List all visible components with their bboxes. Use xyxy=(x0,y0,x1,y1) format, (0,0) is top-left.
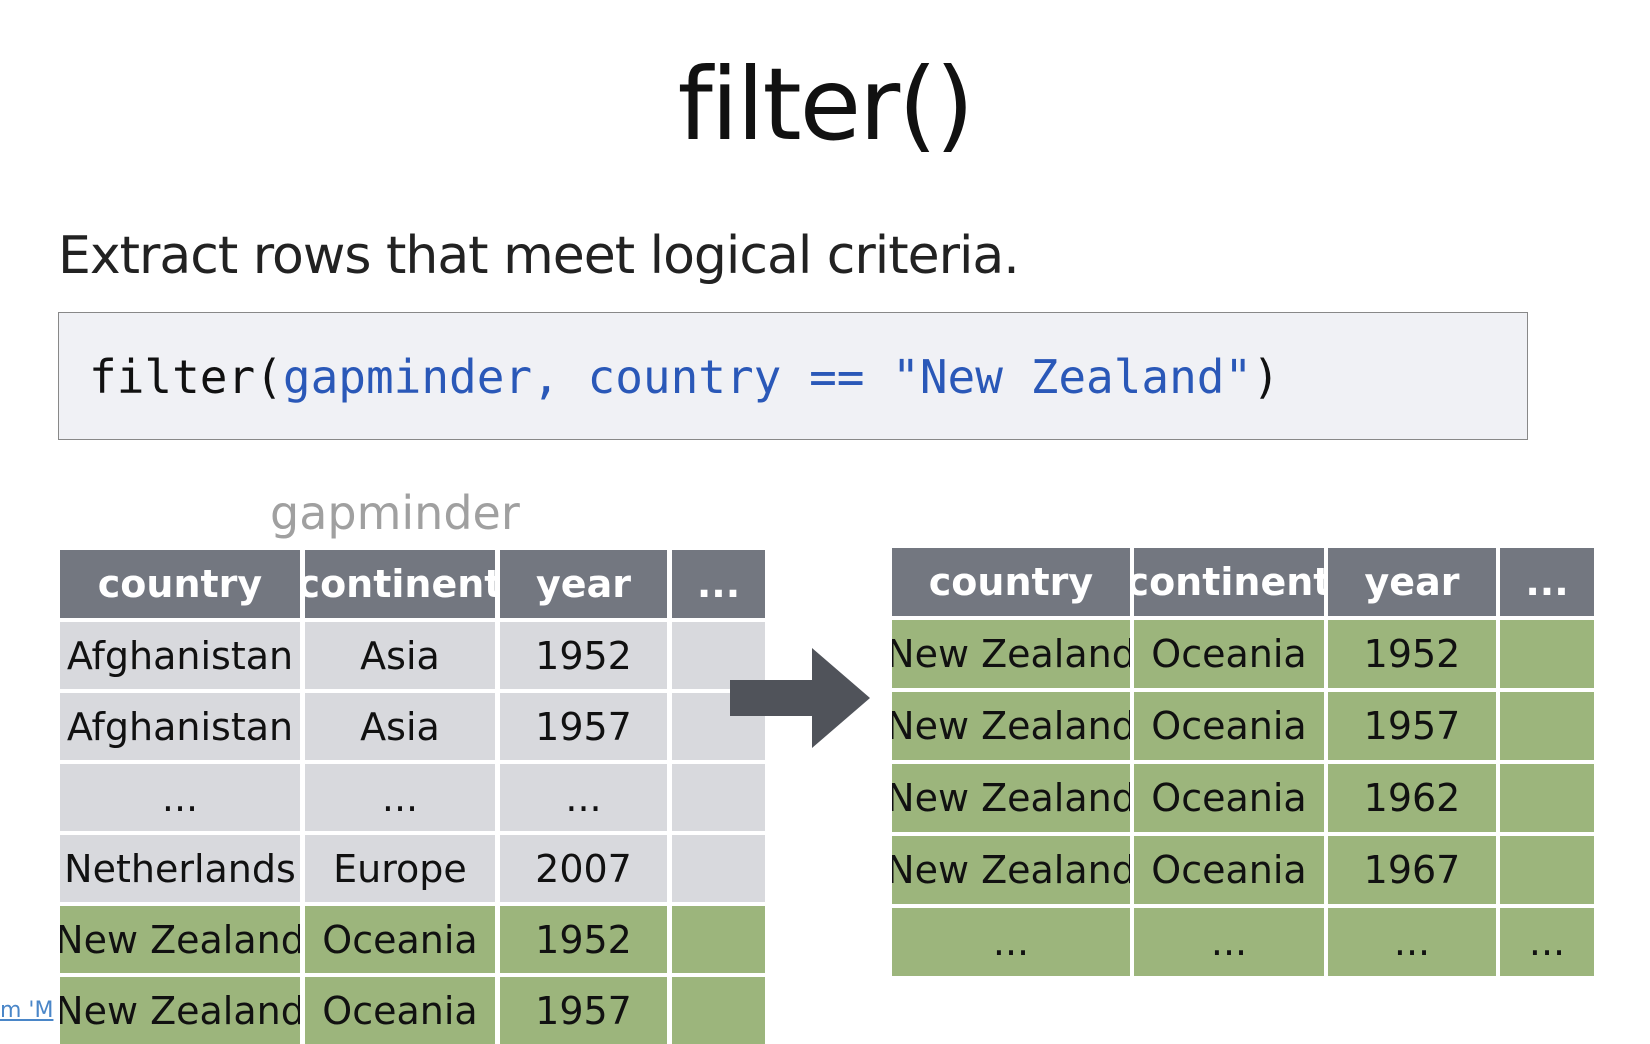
code-function: filter( xyxy=(89,350,283,404)
input_table-header-1: continent xyxy=(305,550,495,618)
slide-title: filter() xyxy=(677,46,975,163)
input_table-row-3-cell-0: Netherlands xyxy=(60,835,300,902)
input_table-header-2: year xyxy=(500,550,667,618)
input_table-row-3-cell-3 xyxy=(672,835,765,902)
input_table-row-1-cell-2: 1957 xyxy=(500,693,667,760)
input_table-row-3-cell-1: Europe xyxy=(305,835,495,902)
input_table-header-0: country xyxy=(60,550,300,618)
input_table-row-4-cell-0: New Zealand xyxy=(60,906,300,973)
input_table-row-4-cell-2: 1952 xyxy=(500,906,667,973)
output_table-row-4-cell-3: ... xyxy=(1500,908,1594,976)
output_table-row-1-cell-3 xyxy=(1500,692,1594,760)
code-close-paren: ) xyxy=(1252,350,1280,404)
output_table-row-0-cell-0: New Zealand xyxy=(892,620,1130,688)
input_table-row-4-cell-3 xyxy=(672,906,765,973)
output_table-row-2-cell-3 xyxy=(1500,764,1594,832)
input_table-row-4-cell-1: Oceania xyxy=(305,906,495,973)
input_table-row-3-cell-2: 2007 xyxy=(500,835,667,902)
input_table-row-0-cell-1: Asia xyxy=(305,622,495,689)
output_table-row-3-cell-3 xyxy=(1500,836,1594,904)
output_table-row-2-cell-2: 1962 xyxy=(1328,764,1496,832)
input_table-row-2-cell-2: ... xyxy=(500,764,667,831)
output_table-row-4-cell-0: ... xyxy=(892,908,1130,976)
input_table-row-0-cell-2: 1952 xyxy=(500,622,667,689)
slide-subtitle: Extract rows that meet logical criteria. xyxy=(58,226,1020,286)
right-arrow-icon xyxy=(730,648,870,748)
input_table-row-0-cell-0: Afghanistan xyxy=(60,622,300,689)
input_table-row-2-cell-3 xyxy=(672,764,765,831)
output_table-row-3-cell-0: New Zealand xyxy=(892,836,1130,904)
input_table-header-3: ... xyxy=(672,550,765,618)
output_table-header-1: continent xyxy=(1134,548,1324,616)
code-block: filter(gapminder, country == "New Zealan… xyxy=(58,312,1528,440)
output_table-header-3: ... xyxy=(1500,548,1594,616)
source-link[interactable]: m 'M xyxy=(0,998,54,1023)
output_table-row-2-cell-0: New Zealand xyxy=(892,764,1130,832)
output_table-row-3-cell-2: 1967 xyxy=(1328,836,1496,904)
input-table-label: gapminder xyxy=(270,486,520,540)
input_table-row-2-cell-1: ... xyxy=(305,764,495,831)
output_table-row-4-cell-2: ... xyxy=(1328,908,1496,976)
output_table-row-1-cell-1: Oceania xyxy=(1134,692,1324,760)
code-arguments: gapminder, country == "New Zealand" xyxy=(282,350,1253,404)
output_table-row-0-cell-1: Oceania xyxy=(1134,620,1324,688)
input_table-row-1-cell-1: Asia xyxy=(305,693,495,760)
input_table-row-5-cell-0: New Zealand xyxy=(60,977,300,1044)
input_table-row-2-cell-0: ... xyxy=(60,764,300,831)
output_table-row-4-cell-1: ... xyxy=(1134,908,1324,976)
output_table-row-1-cell-2: 1957 xyxy=(1328,692,1496,760)
output_table-header-0: country xyxy=(892,548,1130,616)
output_table-row-2-cell-1: Oceania xyxy=(1134,764,1324,832)
input_table-row-5-cell-2: 1957 xyxy=(500,977,667,1044)
input_table-row-1-cell-0: Afghanistan xyxy=(60,693,300,760)
input_table-row-5-cell-3 xyxy=(672,977,765,1044)
code-line: filter(gapminder, country == "New Zealan… xyxy=(89,347,1280,407)
input_table-row-0-cell-3 xyxy=(672,622,765,689)
input_table-row-5-cell-1: Oceania xyxy=(305,977,495,1044)
output_table-header-2: year xyxy=(1328,548,1496,616)
output_table-row-3-cell-1: Oceania xyxy=(1134,836,1324,904)
output_table-row-0-cell-3 xyxy=(1500,620,1594,688)
output_table-row-1-cell-0: New Zealand xyxy=(892,692,1130,760)
output_table-row-0-cell-2: 1952 xyxy=(1328,620,1496,688)
